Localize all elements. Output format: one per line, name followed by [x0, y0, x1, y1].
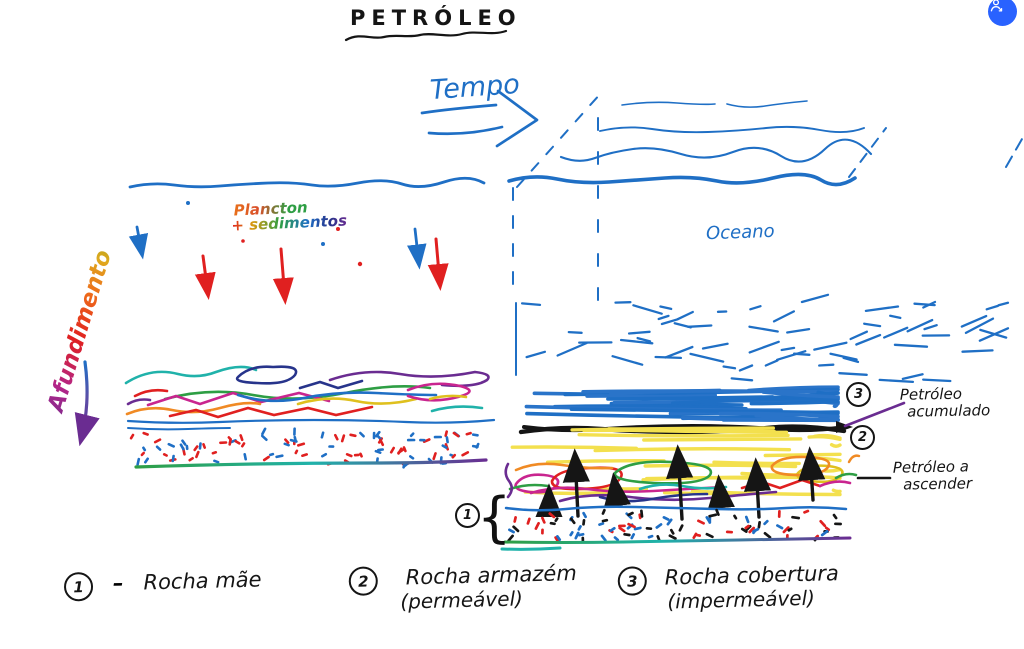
right-blue-line: [504, 505, 848, 512]
right-bottom-line: [503, 536, 852, 544]
marker-cap-rock: 3: [846, 382, 871, 407]
sinking-arrows: [128, 225, 449, 305]
petroleo-acumulado-line2: acumulado: [906, 401, 991, 421]
plancton-label: Plancton + sedimentos: [231, 198, 347, 234]
left-blue-line: [126, 418, 496, 424]
legend-2-qualifier: (permeável): [400, 586, 524, 614]
left-bottom-line: [134, 458, 488, 469]
right-source-rock-speckles: [507, 508, 842, 544]
tempo-arrow: [420, 89, 539, 148]
petroleo-ascender-label: Petróleo a ascender: [893, 457, 973, 494]
legend-2-number: 2: [348, 566, 379, 596]
legend-1-dash: –: [112, 571, 124, 596]
source-rock-brace: {: [477, 486, 512, 549]
deep-water-dashes: [520, 293, 1010, 384]
left-blue-line-short: [127, 427, 231, 431]
legend-3-number: 3: [617, 566, 648, 596]
plankton-dots: [186, 201, 363, 267]
left-organic-band: [124, 365, 490, 419]
right-panel-edges: [512, 92, 1023, 376]
cap-rock-band: [524, 385, 840, 423]
oceano-label: Oceano: [705, 220, 775, 245]
title-underline: [344, 29, 508, 42]
orange-tick: [847, 454, 861, 464]
legend-2-name: Rocha armazém: [405, 561, 578, 590]
legend-1-name: Rocha mãe: [143, 567, 262, 595]
legend-1-number: 1: [63, 571, 94, 602]
petroleo-acumulado-label: Petróleo acumulado: [900, 385, 991, 421]
left-source-rock-speckles: [129, 427, 480, 469]
marker-reservoir-rock: 2: [850, 425, 875, 450]
left-sea-line: [128, 176, 486, 189]
legend-item-rocha-cobertura: 3 Rocha cobertura (impermeável): [617, 561, 839, 615]
right-bottom-teal-line: [500, 546, 562, 551]
avatar-button[interactable]: [988, 0, 1017, 26]
legend-item-rocha-mae: 1 – Rocha mãe: [63, 567, 262, 602]
legend-item-rocha-armazem: 2 Rocha armazém (permeável): [348, 561, 577, 615]
marker-source-rock: 1: [455, 503, 480, 528]
legend-3-qualifier: (impermeável): [667, 585, 816, 614]
tempo-label: Tempo: [429, 68, 521, 107]
petroleo-ascender-line2: ascender: [902, 474, 973, 494]
page-title: PETRÓLEO: [350, 6, 522, 30]
acumulado-connector-line: [843, 401, 906, 428]
afundimento-arrow: [74, 360, 100, 447]
ocean-waves: [507, 100, 873, 187]
person-share-icon: [990, 0, 1003, 12]
